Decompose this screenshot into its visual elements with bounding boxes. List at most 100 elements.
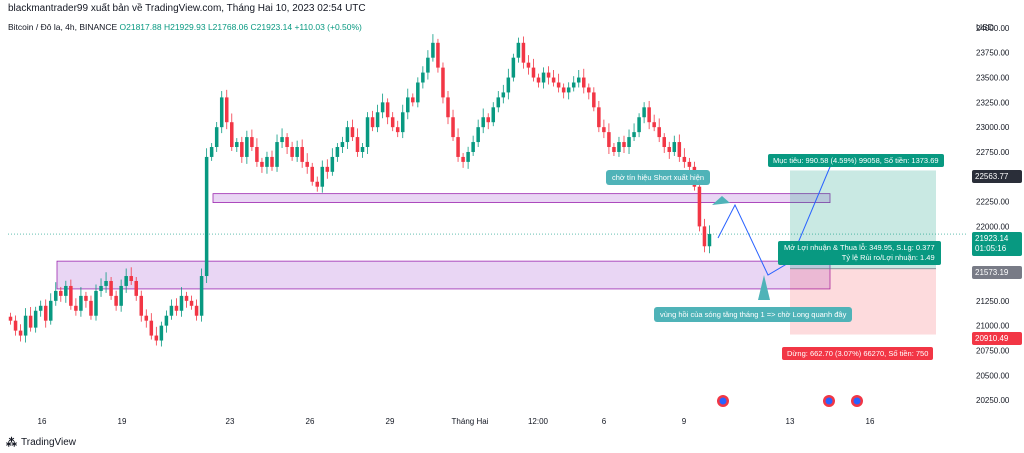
close-value: C21923.14: [250, 22, 293, 32]
x-tick-label: 6: [602, 417, 607, 426]
stop-area: [790, 268, 936, 335]
candle-body: [566, 87, 571, 93]
candle-body: [516, 42, 521, 58]
candle-body: [461, 156, 465, 162]
candle-body: [471, 142, 475, 152]
x-tick-label: 12:00: [528, 417, 549, 426]
candle-body: [546, 72, 551, 78]
x-tick-label: 26: [306, 417, 315, 426]
short-signal-note[interactable]: chờ tín hiệu Short xuất hiện: [606, 170, 711, 185]
candle-body: [129, 276, 133, 281]
candle-body: [59, 290, 63, 296]
candle-body: [250, 137, 254, 148]
candle-body: [446, 97, 450, 118]
candle-body: [340, 142, 345, 148]
change-value: +110.03 (+0.50%): [294, 22, 362, 32]
candle-body: [597, 107, 601, 128]
candle-body: [199, 276, 204, 316]
candle-body: [330, 156, 335, 172]
candle-body: [23, 315, 28, 336]
candle-body: [28, 315, 33, 328]
candle-body: [13, 320, 18, 331]
candle-body: [571, 82, 576, 88]
candle-body: [662, 137, 666, 148]
candle-body: [441, 67, 445, 98]
candle-body: [204, 156, 209, 277]
candle-body: [416, 82, 420, 103]
candle-body: [390, 117, 395, 128]
candle-body: [149, 320, 154, 336]
candle-body: [607, 132, 611, 148]
candle-body: [702, 226, 707, 247]
candle-body: [632, 132, 636, 138]
candle-body: [209, 147, 214, 157]
candle-body: [406, 97, 410, 113]
candle-body: [345, 127, 350, 143]
candle-body: [99, 285, 103, 291]
candle-body: [526, 62, 531, 68]
high-value: H21929.93: [163, 22, 206, 32]
candle-body: [667, 147, 672, 152]
candle-body: [637, 117, 641, 133]
candle-body: [159, 325, 164, 341]
candle-body: [219, 97, 224, 128]
projection-arrows: [712, 154, 863, 407]
candle-body: [245, 137, 249, 157]
candle-body: [491, 107, 496, 123]
candle-body: [551, 77, 556, 83]
candle-body: [280, 137, 284, 143]
x-tick-label: 16: [38, 417, 47, 426]
candle-body: [687, 161, 692, 167]
candle-body: [456, 137, 460, 157]
candle-body: [350, 127, 355, 138]
long-zone-note[interactable]: vùng hồi của sóng tăng tháng 1 => chờ Lo…: [654, 307, 853, 322]
candle-body: [295, 147, 299, 157]
candle-body: [652, 122, 656, 128]
y-tick-label: 23750.00: [976, 49, 1010, 58]
candle-body: [114, 295, 118, 306]
candle-body: [79, 295, 83, 311]
candle-body: [395, 127, 400, 133]
y-tick-label: 21250.00: [976, 297, 1010, 306]
candle-body: [64, 285, 68, 296]
candle-body: [69, 285, 73, 306]
candle-body: [355, 137, 360, 152]
candle-body: [54, 290, 58, 301]
candle-body: [617, 142, 621, 152]
brand-label: TradingView: [21, 437, 77, 448]
candle-body: [642, 107, 646, 118]
zone-rect: [56, 260, 831, 290]
candle-body: [235, 142, 239, 148]
target-price-tag: 22563.77: [972, 170, 1022, 183]
note-pointer: [758, 275, 770, 300]
candle-body: [240, 142, 244, 157]
published-by-text: blackmantrader99 xuất bản về TradingView…: [8, 3, 366, 14]
candle-body: [119, 285, 123, 306]
tradingview-footer[interactable]: ⁂ TradingView: [6, 436, 76, 449]
low-value: L21768.06: [207, 22, 249, 32]
candle-body: [536, 77, 541, 83]
candle-body: [48, 300, 53, 321]
candle-body: [104, 280, 108, 286]
pnl-label: Mở Lợi nhuận & Thua lỗ: 349.95, S.Lg: 0.…: [784, 243, 935, 252]
candle-body: [315, 181, 320, 187]
symbol-legend: Bitcoin / Đô la, 4h, BINANCE O21817.88 H…: [8, 22, 362, 32]
candle-body: [647, 107, 651, 123]
candle-body: [466, 151, 470, 162]
candle-body: [74, 305, 78, 311]
stop-label: Dừng: 662.70 (3.07%) 66270, Số tiền: 750: [782, 347, 934, 360]
candle-body: [33, 310, 38, 328]
x-tick-label: 13: [786, 417, 795, 426]
candle-body: [144, 315, 149, 321]
y-tick-label: 20750.00: [976, 346, 1010, 355]
candle-body: [134, 280, 138, 296]
candle-body: [576, 77, 581, 83]
pnl-box: Mở Lợi nhuận & Thua lỗ: 349.95, S.Lg: 0.…: [778, 241, 941, 265]
candle-body: [400, 112, 405, 133]
support-resistance-zones: [56, 193, 831, 290]
candle-body: [84, 295, 88, 301]
candle-body: [260, 161, 264, 167]
candle-body: [521, 42, 526, 63]
tradingview-logo-icon: ⁂: [6, 437, 17, 449]
